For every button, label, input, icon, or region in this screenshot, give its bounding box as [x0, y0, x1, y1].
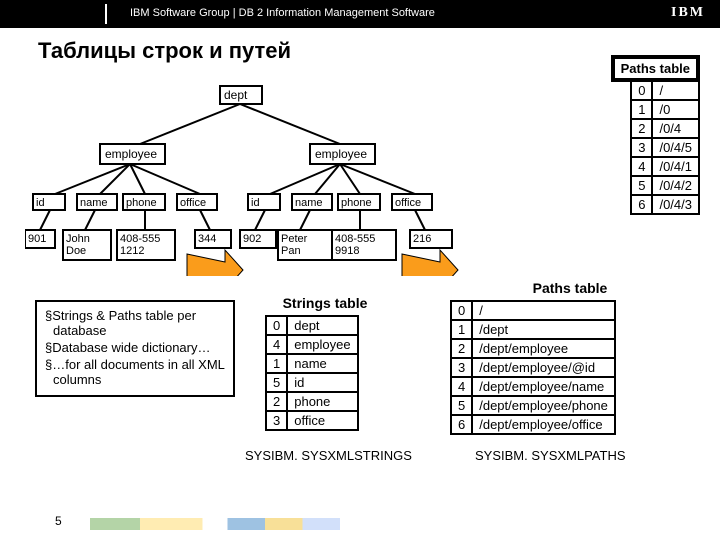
strings-table-title: Strings table: [255, 295, 395, 311]
paths-table1-title: Paths table: [613, 57, 698, 80]
divider: [105, 4, 107, 24]
svg-text:employee: employee: [315, 147, 367, 161]
strings-table: 0dept4employee1name5id2phone3office: [265, 315, 359, 431]
svg-text:216: 216: [413, 233, 431, 245]
header-bar: IBM Software Group | DB 2 Information Ma…: [0, 0, 720, 28]
svg-text:employee: employee: [105, 147, 157, 161]
svg-text:id: id: [251, 197, 260, 209]
svg-text:Doe: Doe: [66, 245, 86, 257]
paths-table-2: 0/1/dept2/dept/employee3/dept/employee/@…: [450, 300, 616, 435]
paths-table-1: 0/1/02/0/43/0/4/54/0/4/15/0/4/26/0/4/3: [630, 80, 700, 215]
paths-table2-title: Paths table: [480, 280, 660, 296]
ibm-logo: IBM: [671, 5, 705, 21]
page-number: 5: [55, 514, 62, 528]
svg-text:901: 901: [28, 233, 46, 245]
paths2-caption: SYSIBM. SYSXMLPATHS: [475, 448, 626, 463]
svg-text:phone: phone: [126, 197, 157, 209]
svg-text:name: name: [80, 197, 108, 209]
svg-text:office: office: [180, 197, 206, 209]
svg-text:office: office: [395, 197, 421, 209]
svg-text:phone: phone: [341, 197, 372, 209]
svg-text:id: id: [36, 197, 45, 209]
svg-text:408-555: 408-555: [120, 233, 160, 245]
svg-text:John: John: [66, 233, 90, 245]
xml-tree: dept employee employee id name phone office…: [25, 76, 515, 276]
svg-text:dept: dept: [224, 88, 248, 102]
svg-text:9918: 9918: [335, 245, 359, 257]
strings-caption: SYSIBM. SYSXMLSTRINGS: [245, 448, 412, 463]
header-text: IBM Software Group | DB 2 Information Ma…: [130, 7, 435, 19]
footer-stripe: [90, 518, 340, 530]
svg-text:902: 902: [243, 233, 261, 245]
svg-text:Peter: Peter: [281, 233, 308, 245]
bullets-box: §Strings & Paths table per database§Data…: [35, 300, 235, 397]
svg-text:344: 344: [198, 233, 216, 245]
svg-text:Pan: Pan: [281, 245, 301, 257]
svg-text:name: name: [295, 197, 323, 209]
svg-text:1212: 1212: [120, 245, 144, 257]
svg-text:408-555: 408-555: [335, 233, 375, 245]
